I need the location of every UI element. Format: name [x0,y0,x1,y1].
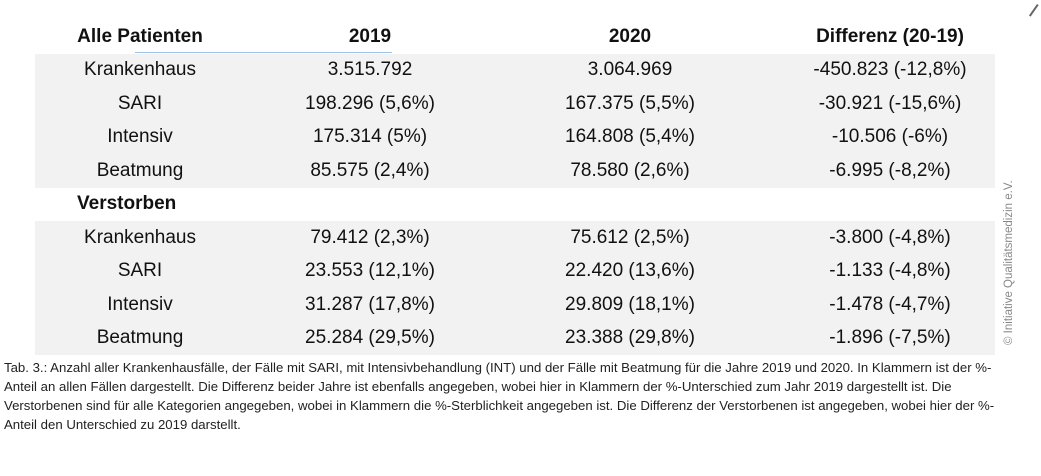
cell-label: Intensiv [107,293,173,315]
table-row: Intensiv 31.287 (17,8%) 29.809 (18,1%) -1.4… [35,288,995,322]
cell-label: SARI [117,260,163,282]
cell-y2020: 3.064.969 [587,59,673,81]
cell-label: Krankenhaus [84,226,196,248]
cell-diff: -6.995 (-8,2%) [829,159,951,181]
cell-y2019: 3.515.792 [327,59,413,81]
data-table: Alle Patienten 2019 2020 Differenz (20-1… [35,20,995,355]
cell-y2019: 85.575 (2,4%) [310,159,430,181]
cell-label: Intensiv [107,126,173,148]
cell-diff: -10.506 (-6%) [831,126,949,148]
table-row: Beatmung 85.575 (2,4%) 78.580 (2,6%) -6.995… [35,154,995,188]
table-caption: Tab. 3.: Anzahl aller Krankenhausfälle, … [4,360,995,432]
header-divider [135,52,392,53]
cell-y2020: 75.612 (2,5%) [570,226,690,248]
cell-y2019: 23.553 (12,1%) [305,260,435,282]
cell-diff: -1.133 (-4,8%) [829,260,951,282]
cell-diff: -1.896 (-7,5%) [829,327,951,349]
corner-mark [1028,4,1041,25]
table-row: Beatmung 25.284 (29,5%) 23.388 (29,8%) -1.8… [35,321,995,355]
header-diff: Differenz (20-19) [816,25,964,47]
table-row: Krankenhaus 79.412 (2,3%) 75.612 (2,5%) -3.… [35,221,995,255]
section-verstorben: Verstorben [35,188,995,222]
cell-y2019: 175.314 (5%) [312,126,428,148]
cell-y2019: 31.287 (17,8%) [305,293,435,315]
cell-diff: -30.921 (-15,6%) [818,92,962,114]
cell-diff: -1.478 (-4,7%) [829,293,951,315]
header-category: Alle Patienten [77,25,203,47]
cell-label: Beatmung [96,159,184,181]
cell-y2020: 29.809 (18,1%) [565,293,695,315]
table-row: SARI 23.553 (12,1%) 22.420 (13,6%) -1.133 (… [35,254,995,288]
cell-y2019: 25.284 (29,5%) [305,327,435,349]
header-2020: 2020 [608,25,652,47]
cell-y2019: 198.296 (5,6%) [305,92,435,114]
cell-diff: -450.823 (-12,8%) [813,59,967,81]
cell-diff: -3.800 (-4,8%) [829,226,951,248]
copyright-watermark: © Initiative Qualitätsmedizin e.V. [1003,180,1015,345]
cell-label: Krankenhaus [84,59,196,81]
cell-y2020: 78.580 (2,6%) [570,159,690,181]
table-row: Krankenhaus 3.515.792 3.064.969 -450.823 (-… [35,53,995,87]
table-row: SARI 198.296 (5,6%) 167.375 (5,5%) -30.921 … [35,87,995,121]
header-row: Alle Patienten 2019 2020 Differenz (20-1… [35,20,995,54]
cell-y2020: 22.420 (13,6%) [565,260,695,282]
table-row: Intensiv 175.314 (5%) 164.808 (5,4%) -10.50… [35,120,995,154]
cell-label: Beatmung [96,327,184,349]
cell-y2020: 164.808 (5,4%) [565,126,695,148]
cell-y2020: 23.388 (29,8%) [565,327,695,349]
section-label: Verstorben [77,193,177,215]
cell-label: SARI [117,92,163,114]
cell-y2019: 79.412 (2,3%) [310,226,430,248]
header-2019: 2019 [348,25,392,47]
cell-y2020: 167.375 (5,5%) [565,92,695,114]
